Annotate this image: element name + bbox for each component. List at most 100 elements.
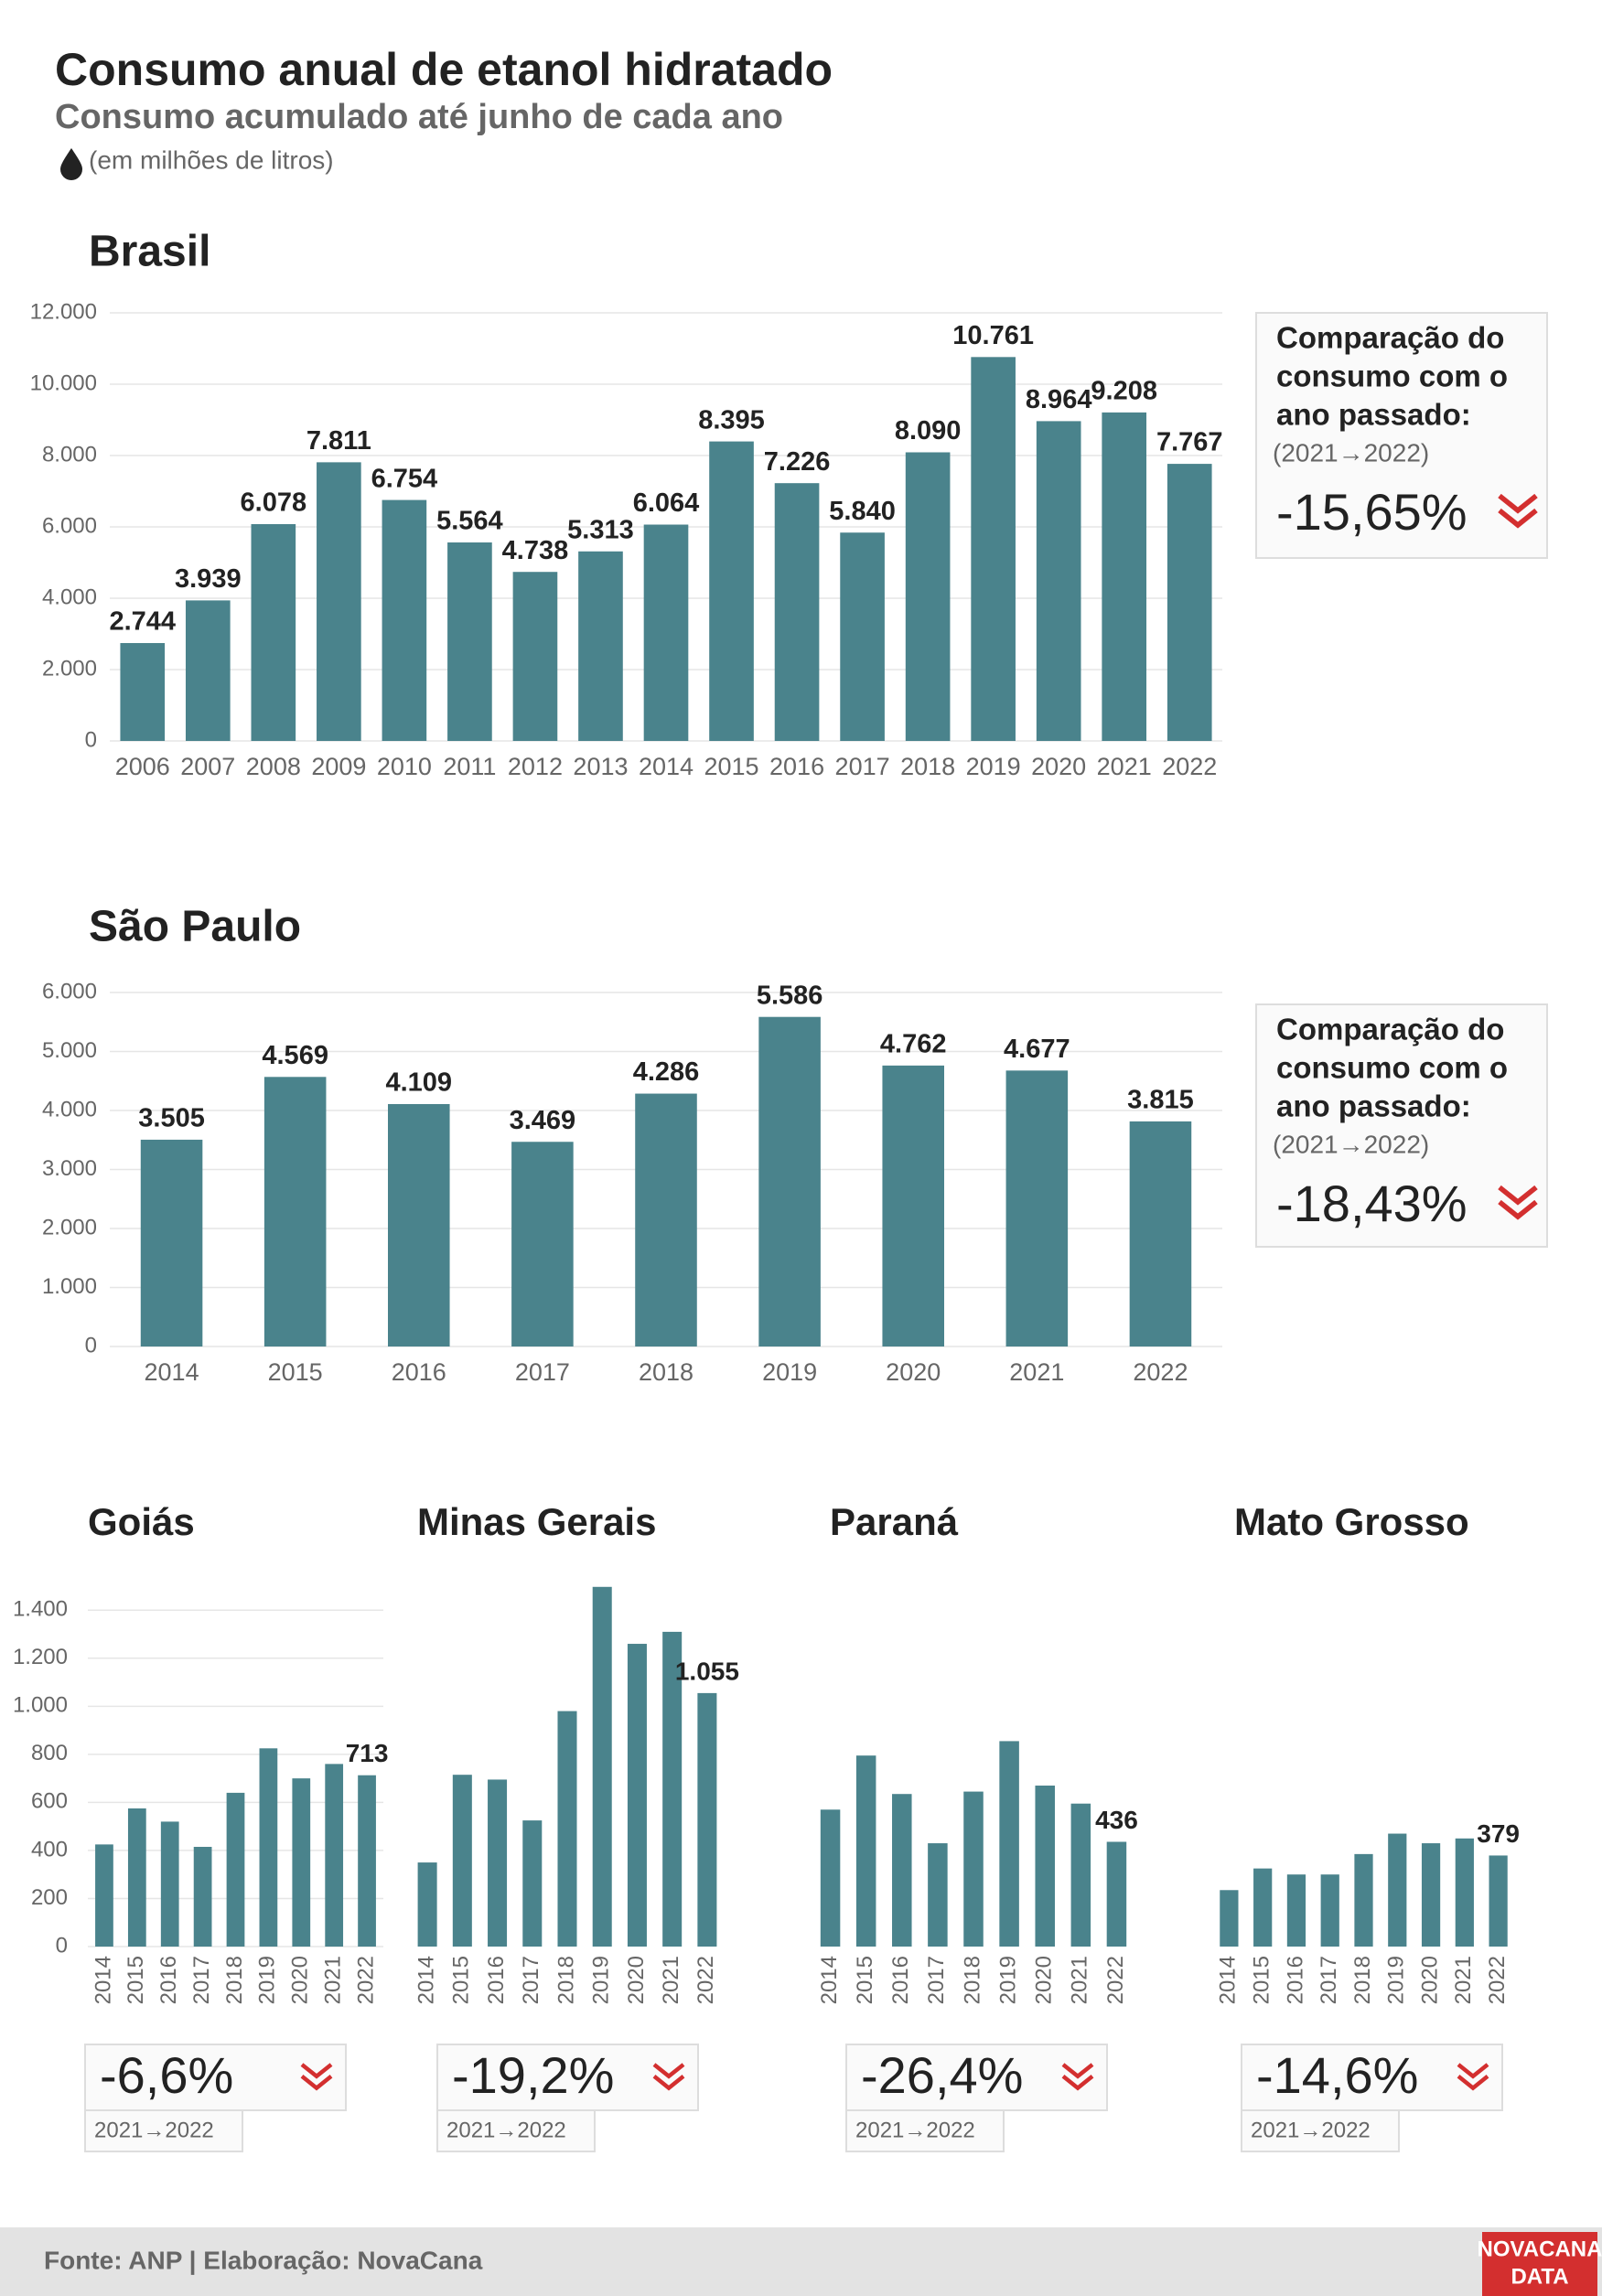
value-label: 3.505 (138, 1104, 205, 1133)
value-label: 713 (346, 1739, 389, 1767)
x-tick-label: 2015 (268, 1358, 323, 1386)
bar (512, 572, 558, 741)
x-tick-label: 2018 (639, 1358, 693, 1386)
bar (635, 1093, 697, 1346)
x-tick-label: 2016 (1283, 1956, 1307, 2004)
bar (292, 1778, 311, 1947)
x-tick-label: 2006 (115, 753, 170, 780)
value-label: 6.064 (633, 488, 700, 518)
down-icon (300, 2063, 333, 2079)
down-icon (1457, 2075, 1489, 2091)
bar (193, 1846, 212, 1947)
bar (971, 357, 1016, 741)
y-tick-label: 200 (31, 1885, 68, 1910)
chart-title: Brasil (89, 228, 210, 276)
x-tick-label: 2018 (960, 1956, 984, 2004)
logo-text: NOVACANA (1478, 2237, 1602, 2261)
comparison-text: Comparação do (1276, 1013, 1504, 1046)
comparison-text: consumo com o (1276, 1051, 1508, 1085)
chart-title: Paraná (830, 1500, 959, 1543)
x-tick-label: 2014 (817, 1956, 842, 2004)
y-tick-label: 1.000 (42, 1274, 97, 1299)
bar (774, 483, 820, 741)
period-box (84, 2109, 243, 2152)
x-tick-label: 2014 (145, 1358, 199, 1386)
comparison-period: 2021→2022 (94, 2118, 214, 2142)
value-label: 8.964 (1026, 385, 1092, 414)
chart-title: Goiás (88, 1500, 195, 1543)
x-tick-label: 2021 (1451, 1956, 1476, 2004)
y-tick-label: 8.000 (42, 442, 97, 467)
x-tick-label: 2017 (924, 1956, 949, 2004)
bar (882, 1065, 944, 1346)
comparison-change: -18,43% (1276, 1175, 1468, 1232)
x-tick-label: 2015 (124, 1956, 148, 2004)
bar (662, 1631, 683, 1947)
bar (1129, 1121, 1192, 1346)
value-label: 5.564 (436, 507, 503, 536)
comparison-change: -26,4% (861, 2046, 1023, 2104)
y-tick-label: 2.000 (42, 656, 97, 681)
y-tick-label: 0 (85, 1333, 97, 1357)
footer-bar (0, 2227, 1602, 2296)
x-tick-label: 2020 (1031, 753, 1086, 780)
x-tick-label: 2017 (519, 1956, 543, 2004)
comparison-text: ano passado: (1276, 1089, 1471, 1123)
y-tick-label: 1.000 (13, 1693, 68, 1718)
x-tick-label: 2014 (1216, 1956, 1241, 2004)
down-icon (1061, 2063, 1094, 2079)
down-icon (1457, 2063, 1489, 2079)
bar (1489, 1855, 1508, 1947)
x-tick-label: 2017 (835, 753, 890, 780)
bar (388, 1103, 450, 1346)
down-icon (1498, 493, 1538, 514)
bar (511, 1142, 574, 1346)
x-tick-label: 2019 (589, 1956, 614, 2004)
x-tick-label: 2022 (1133, 1358, 1188, 1386)
x-tick-label: 2012 (508, 753, 563, 780)
bar (928, 1843, 948, 1947)
value-label: 7.226 (764, 447, 831, 477)
x-tick-label: 2016 (484, 1956, 509, 2004)
logo-text: DATA (1511, 2264, 1568, 2289)
bar (120, 642, 166, 741)
x-tick-label: 2014 (639, 753, 693, 780)
value-label: 10.761 (952, 321, 1034, 350)
bar (855, 1755, 876, 1947)
x-tick-label: 2015 (704, 753, 758, 780)
value-label: 5.840 (829, 497, 896, 526)
source: Fonte: ANP | Elaboração: NovaCana (44, 2246, 483, 2274)
x-tick-label: 2017 (189, 1956, 214, 2004)
y-tick-label: 1.400 (13, 1597, 68, 1622)
value-label: 5.313 (567, 515, 634, 544)
title: Consumo anual de etanol hidratado (55, 44, 833, 95)
x-tick-label: 2021 (1097, 753, 1152, 780)
value-label: 379 (1477, 1819, 1520, 1848)
y-tick-label: 4.000 (42, 1097, 97, 1121)
bar (758, 1016, 821, 1346)
bar (1354, 1853, 1373, 1947)
bar (358, 1775, 376, 1947)
x-tick-label: 2017 (515, 1358, 570, 1386)
subtitle: Consumo acumulado até junho de cada ano (55, 98, 783, 136)
value-label: 4.286 (633, 1057, 700, 1087)
bar (963, 1791, 984, 1947)
down-icon (1498, 1199, 1538, 1220)
bar (160, 1821, 179, 1947)
comparison-period: (2021→2022) (1273, 1130, 1429, 1158)
bar (447, 542, 492, 741)
bar (905, 452, 951, 741)
value-label: 6.078 (241, 488, 307, 518)
x-tick-label: 2015 (853, 1956, 877, 2004)
bar (95, 1844, 113, 1947)
value-label: 5.586 (757, 981, 823, 1010)
x-tick-label: 2014 (91, 1956, 115, 2004)
bar (1388, 1833, 1407, 1947)
bar (488, 1779, 508, 1947)
down-icon (652, 2063, 685, 2079)
x-tick-label: 2020 (886, 1358, 941, 1386)
value-label: 4.738 (502, 536, 569, 565)
bar (1421, 1843, 1441, 1947)
